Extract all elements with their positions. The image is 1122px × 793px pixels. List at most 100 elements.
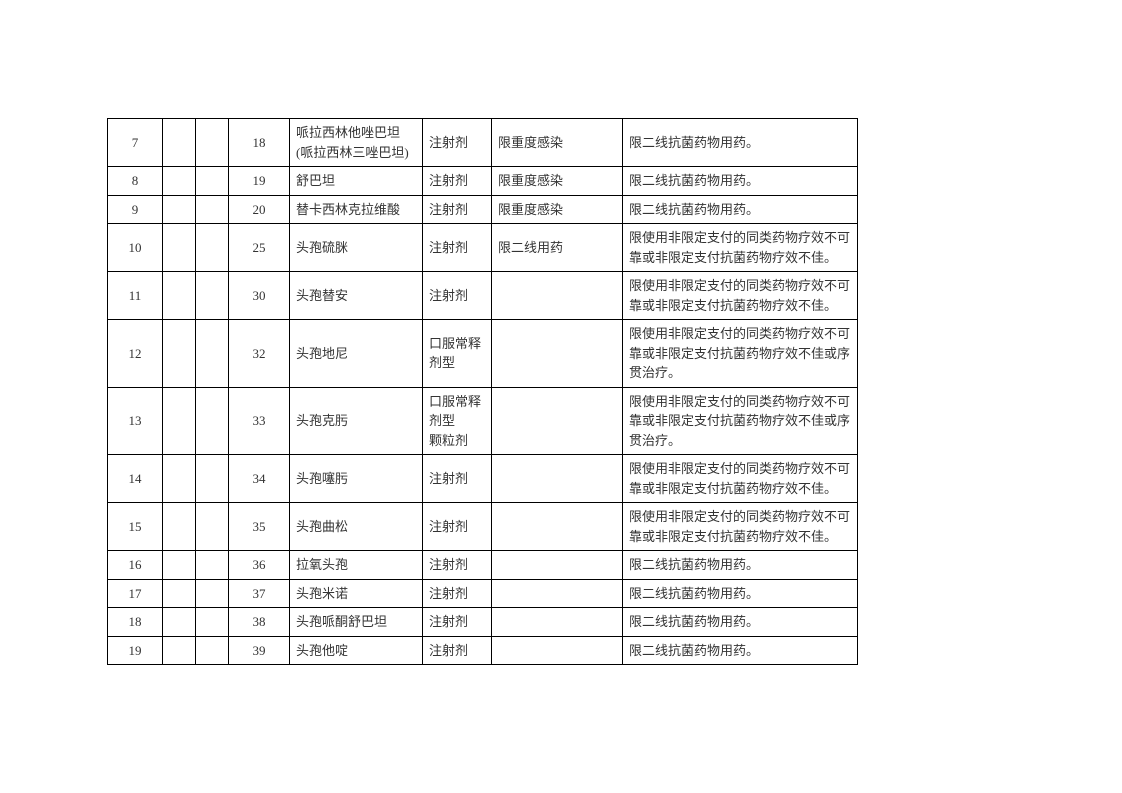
cell-name: 头孢硫脒 bbox=[290, 224, 423, 272]
cell-note: 限二线抗菌药物用药。 bbox=[623, 119, 858, 167]
cell-gap2 bbox=[196, 579, 229, 608]
cell-limit bbox=[492, 503, 623, 551]
cell-name: 拉氧头孢 bbox=[290, 551, 423, 580]
cell-limit bbox=[492, 608, 623, 637]
cell-gap2 bbox=[196, 455, 229, 503]
table-row: 1333头孢克肟口服常释剂型颗粒剂限使用非限定支付的同类药物疗效不可靠或非限定支… bbox=[108, 387, 858, 455]
cell-form: 注射剂 bbox=[423, 195, 492, 224]
cell-num: 32 bbox=[229, 320, 290, 388]
cell-seq: 15 bbox=[108, 503, 163, 551]
cell-num: 18 bbox=[229, 119, 290, 167]
cell-num: 35 bbox=[229, 503, 290, 551]
cell-seq: 12 bbox=[108, 320, 163, 388]
cell-limit bbox=[492, 636, 623, 665]
cell-gap1 bbox=[163, 320, 196, 388]
cell-limit: 限重度感染 bbox=[492, 195, 623, 224]
cell-note: 限二线抗菌药物用药。 bbox=[623, 167, 858, 196]
cell-seq: 19 bbox=[108, 636, 163, 665]
cell-limit bbox=[492, 387, 623, 455]
cell-gap1 bbox=[163, 272, 196, 320]
cell-note: 限二线抗菌药物用药。 bbox=[623, 608, 858, 637]
cell-name: 替卡西林克拉维酸 bbox=[290, 195, 423, 224]
cell-note: 限二线抗菌药物用药。 bbox=[623, 195, 858, 224]
cell-name: 头孢哌酮舒巴坦 bbox=[290, 608, 423, 637]
medication-table: 718哌拉西林他唑巴坦(哌拉西林三唑巴坦)注射剂限重度感染限二线抗菌药物用药。8… bbox=[107, 118, 858, 665]
cell-note: 限使用非限定支付的同类药物疗效不可靠或非限定支付抗菌药物疗效不佳。 bbox=[623, 224, 858, 272]
cell-gap1 bbox=[163, 455, 196, 503]
cell-gap2 bbox=[196, 167, 229, 196]
cell-gap2 bbox=[196, 387, 229, 455]
cell-form: 注射剂 bbox=[423, 503, 492, 551]
cell-gap1 bbox=[163, 224, 196, 272]
cell-gap2 bbox=[196, 320, 229, 388]
cell-form: 注射剂 bbox=[423, 224, 492, 272]
cell-name: 头孢替安 bbox=[290, 272, 423, 320]
cell-gap1 bbox=[163, 636, 196, 665]
cell-seq: 9 bbox=[108, 195, 163, 224]
cell-num: 30 bbox=[229, 272, 290, 320]
table-row: 1737头孢米诺注射剂限二线抗菌药物用药。 bbox=[108, 579, 858, 608]
cell-num: 37 bbox=[229, 579, 290, 608]
table-row: 16 36拉氧头孢注射剂 限二线抗菌药物用药。 bbox=[108, 551, 858, 580]
cell-num: 34 bbox=[229, 455, 290, 503]
cell-note: 限使用非限定支付的同类药物疗效不可靠或非限定支付抗菌药物疗效不佳。 bbox=[623, 455, 858, 503]
cell-note: 限使用非限定支付的同类药物疗效不可靠或非限定支付抗菌药物疗效不佳或序贯治疗。 bbox=[623, 387, 858, 455]
cell-form: 注射剂 bbox=[423, 119, 492, 167]
cell-gap1 bbox=[163, 195, 196, 224]
cell-limit: 限二线用药 bbox=[492, 224, 623, 272]
cell-seq: 13 bbox=[108, 387, 163, 455]
cell-gap1 bbox=[163, 119, 196, 167]
table-row: 1939头孢他啶注射剂限二线抗菌药物用药。 bbox=[108, 636, 858, 665]
cell-gap2 bbox=[196, 119, 229, 167]
cell-note: 限使用非限定支付的同类药物疗效不可靠或非限定支付抗菌药物疗效不佳。 bbox=[623, 503, 858, 551]
cell-note: 限二线抗菌药物用药。 bbox=[623, 551, 858, 580]
cell-gap1 bbox=[163, 167, 196, 196]
cell-form: 注射剂 bbox=[423, 167, 492, 196]
cell-note: 限使用非限定支付的同类药物疗效不可靠或非限定支付抗菌药物疗效不佳或序贯治疗。 bbox=[623, 320, 858, 388]
cell-note: 限二线抗菌药物用药。 bbox=[623, 579, 858, 608]
table-row: 1434头孢噻肟注射剂限使用非限定支付的同类药物疗效不可靠或非限定支付抗菌药物疗… bbox=[108, 455, 858, 503]
cell-gap2 bbox=[196, 503, 229, 551]
cell-form: 注射剂 bbox=[423, 551, 492, 580]
cell-name: 头孢地尼 bbox=[290, 320, 423, 388]
table-row: 1232头孢地尼口服常释剂型限使用非限定支付的同类药物疗效不可靠或非限定支付抗菌… bbox=[108, 320, 858, 388]
cell-gap1 bbox=[163, 579, 196, 608]
cell-gap1 bbox=[163, 551, 196, 580]
cell-note: 限使用非限定支付的同类药物疗效不可靠或非限定支付抗菌药物疗效不佳。 bbox=[623, 272, 858, 320]
cell-limit bbox=[492, 272, 623, 320]
cell-gap2 bbox=[196, 636, 229, 665]
cell-seq: 16 bbox=[108, 551, 163, 580]
cell-form: 注射剂 bbox=[423, 636, 492, 665]
cell-num: 36 bbox=[229, 551, 290, 580]
cell-seq: 7 bbox=[108, 119, 163, 167]
cell-gap2 bbox=[196, 224, 229, 272]
table-row: 9 20替卡西林克拉维酸注射剂限重度感染限二线抗菌药物用药。 bbox=[108, 195, 858, 224]
cell-limit bbox=[492, 551, 623, 580]
cell-num: 20 bbox=[229, 195, 290, 224]
table-row: 7 18哌拉西林他唑巴坦(哌拉西林三唑巴坦)注射剂限重度感染限二线抗菌药物用药。 bbox=[108, 119, 858, 167]
table-row: 15 35头孢曲松注射剂 限使用非限定支付的同类药物疗效不可靠或非限定支付抗菌药物疗… bbox=[108, 503, 858, 551]
cell-limit: 限重度感染 bbox=[492, 119, 623, 167]
cell-seq: 8 bbox=[108, 167, 163, 196]
table-row: 819舒巴坦注射剂限重度感染限二线抗菌药物用药。 bbox=[108, 167, 858, 196]
cell-num: 19 bbox=[229, 167, 290, 196]
table-row: 1130头孢替安注射剂限使用非限定支付的同类药物疗效不可靠或非限定支付抗菌药物疗… bbox=[108, 272, 858, 320]
cell-limit bbox=[492, 455, 623, 503]
cell-name: 哌拉西林他唑巴坦(哌拉西林三唑巴坦) bbox=[290, 119, 423, 167]
cell-name: 头孢米诺 bbox=[290, 579, 423, 608]
cell-seq: 10 bbox=[108, 224, 163, 272]
cell-name: 头孢噻肟 bbox=[290, 455, 423, 503]
cell-form: 注射剂 bbox=[423, 272, 492, 320]
cell-name: 舒巴坦 bbox=[290, 167, 423, 196]
cell-gap2 bbox=[196, 272, 229, 320]
cell-num: 33 bbox=[229, 387, 290, 455]
cell-gap1 bbox=[163, 608, 196, 637]
cell-name: 头孢曲松 bbox=[290, 503, 423, 551]
cell-form: 注射剂 bbox=[423, 608, 492, 637]
table-row: 1025头孢硫脒注射剂限二线用药限使用非限定支付的同类药物疗效不可靠或非限定支付… bbox=[108, 224, 858, 272]
cell-seq: 18 bbox=[108, 608, 163, 637]
cell-name: 头孢克肟 bbox=[290, 387, 423, 455]
cell-form: 注射剂 bbox=[423, 579, 492, 608]
cell-limit bbox=[492, 320, 623, 388]
cell-gap2 bbox=[196, 551, 229, 580]
